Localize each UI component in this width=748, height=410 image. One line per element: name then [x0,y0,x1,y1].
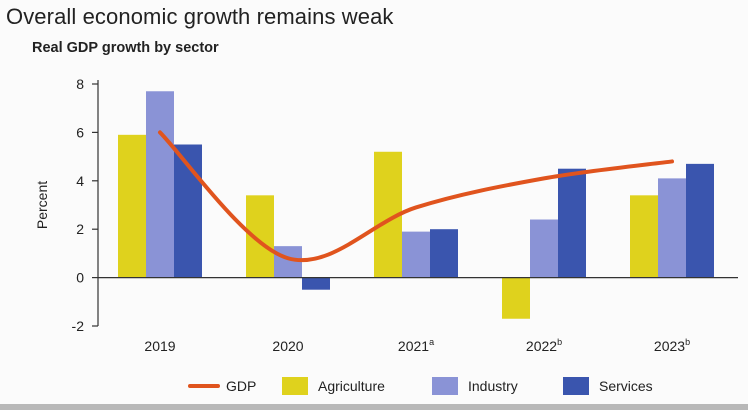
chart-subtitle: Real GDP growth by sector [32,40,219,56]
y-tick-label: 6 [76,124,84,140]
legend-swatch-industry [432,377,458,395]
legend-label-industry: Industry [468,378,518,394]
legend-label-agriculture: Agriculture [318,378,385,394]
chart-title: Overall economic growth remains weak [6,4,394,29]
bar-agriculture-2022 [502,277,530,319]
legend-swatch-agriculture [282,377,308,395]
bar-industry-2022 [530,219,558,278]
legend-item-industry: Industry [432,377,518,395]
bar-industry-2019 [146,91,174,278]
bar-services-2022 [558,168,586,278]
legend-item-services: Services [563,377,653,395]
legend-label-services: Services [599,378,653,394]
bar-agriculture-2020 [246,195,274,278]
y-tick-label: 2 [76,221,84,237]
bar-services-2020 [302,277,330,290]
bar-services-2023 [686,163,714,278]
y-tick-label: 0 [76,270,84,286]
x-tick-label-2021: 2021a [398,337,434,354]
legend-item-agriculture: Agriculture [282,377,385,395]
x-tick-label-2023: 2023b [654,337,690,354]
bottom-rule [0,404,748,410]
bar-industry-2023 [658,178,686,278]
x-tick-label-2020: 2020 [272,338,303,354]
bar-agriculture-2019 [118,134,146,278]
legend-swatch-services [563,377,589,395]
y-axis-title: Percent [34,181,50,229]
x-tick-label-2019: 2019 [144,338,175,354]
legend-label-gdp: GDP [226,378,256,394]
legend-item-gdp: GDP [188,378,256,394]
bar-industry-2021 [402,231,430,278]
y-tick-label: 4 [76,173,84,189]
bar-agriculture-2023 [630,195,658,278]
gdp-line [158,130,674,263]
y-tick-label: -2 [72,318,85,334]
x-tick-label-2022: 2022b [526,337,562,354]
bar-services-2021 [430,229,458,278]
y-tick-label: 8 [76,76,84,92]
